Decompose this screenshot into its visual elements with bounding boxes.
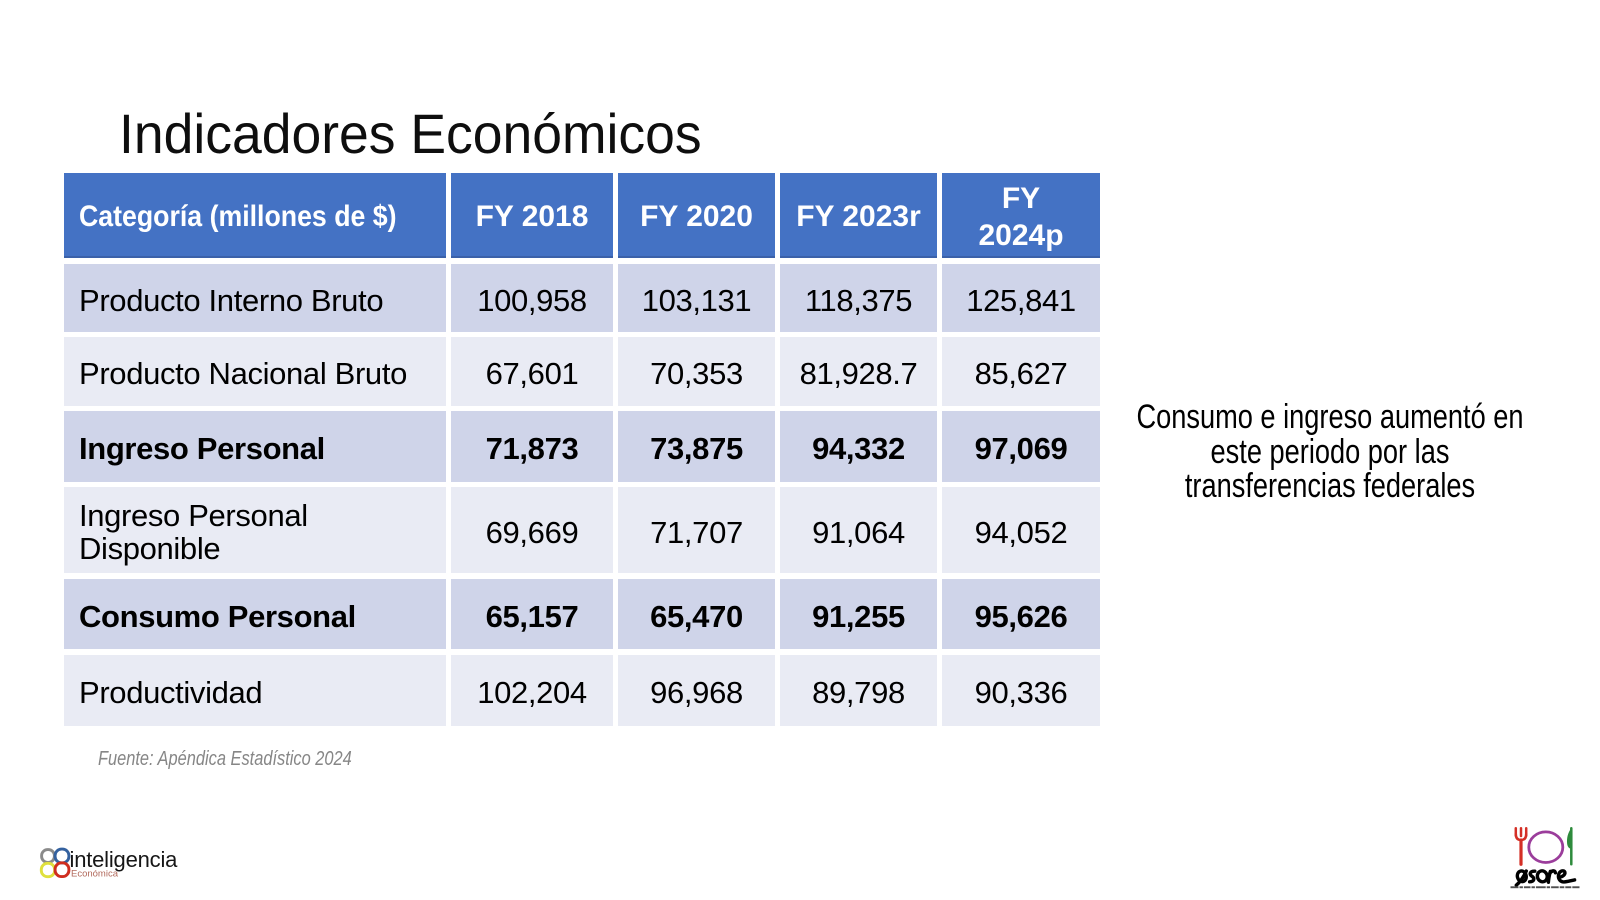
svg-text:Económica: Económica xyxy=(71,869,119,880)
svg-text:inteligencia: inteligencia xyxy=(70,847,179,872)
